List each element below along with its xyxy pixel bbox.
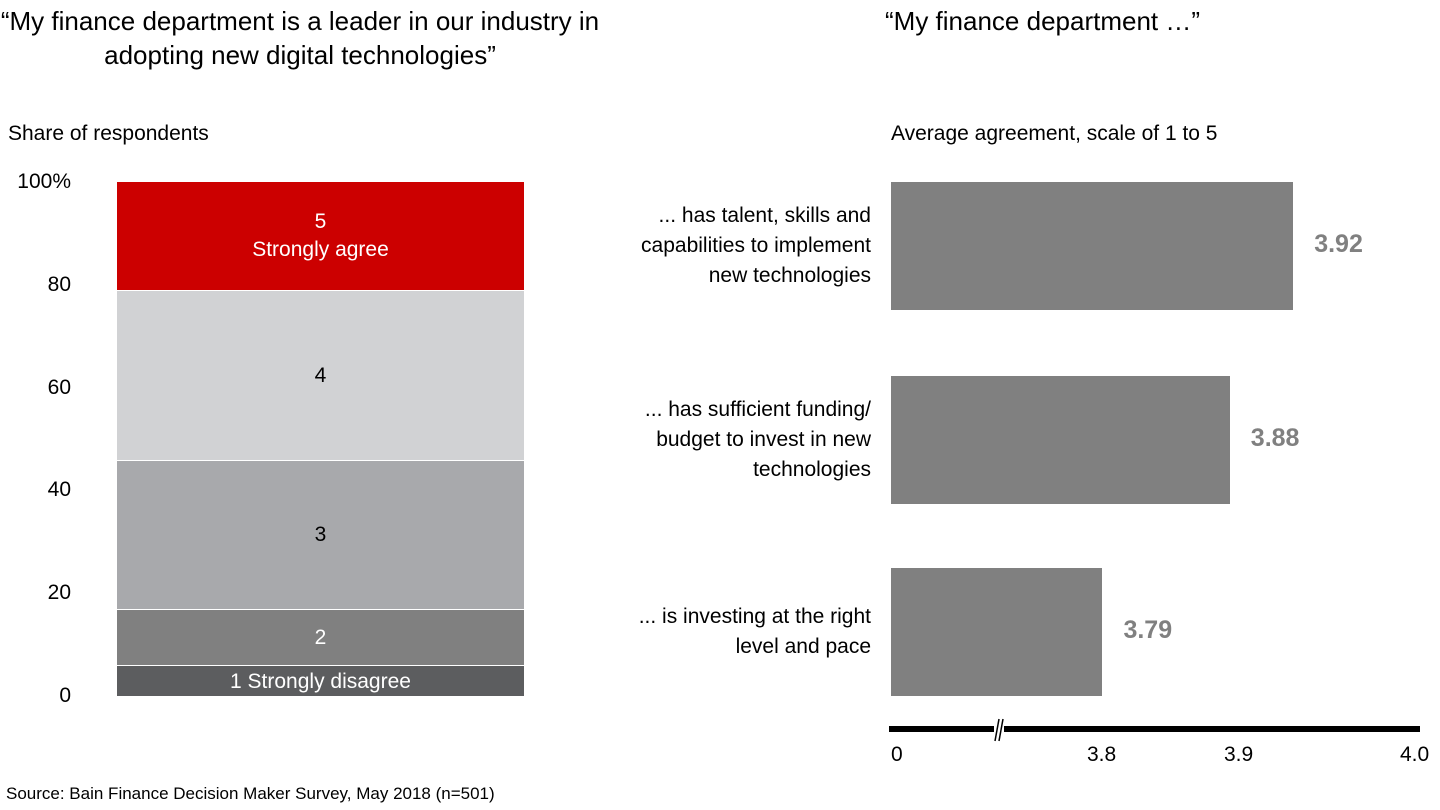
category-label: ... has talent, skills and capabilities t… [571,201,871,291]
segment-label: 4 [117,362,524,390]
axis-break-gap [994,719,1004,741]
y-tick-label: 80 [47,272,71,296]
category-label: ... has sufficient funding/budget to inv… [571,395,871,485]
right-chart-title: “My finance department …” [885,6,1201,36]
segment-label-line: 4 [314,363,327,387]
segment-label: 2 [117,624,524,652]
bar [891,376,1230,504]
category-label-line: ... has sufficient funding/ [644,398,871,421]
segment-label-line: Strongly agree [252,237,389,261]
segment-label: 5 Strongly agree [117,208,524,264]
category-label-line: ... has talent, skills and [658,204,871,227]
stack-segment: 2 [117,608,524,666]
y-tick-label: 0 [59,684,71,707]
x-axis [889,718,1420,742]
y-tick-label: 20 [47,581,71,605]
bar [891,182,1294,310]
axis-break-icon [994,718,1000,742]
value-label: 3.88 [1250,424,1300,452]
x-tick-label: 4.0 [1400,743,1430,766]
y-tick-label: 60 [47,375,71,399]
segment-label-line: 5 [314,209,327,233]
segment-label-line: 1 Strongly disagree [230,669,411,693]
category-label-line: budget to invest in new [656,428,871,451]
left-chart-ylabel: Share of respondents [8,122,209,145]
category-label-line: ... is investing at the right [638,605,871,628]
stack-segment: 1 Strongly disagree [117,665,524,696]
stack-segment: 4 [117,289,524,460]
segment-label-line: 2 [314,625,327,649]
category-label: ... is investing at the right level and p… [571,602,871,662]
segment-label: 3 [117,521,524,549]
source-note: Source: Bain Finance Decision Maker Surv… [6,784,495,803]
x-tick-label: 0 [891,743,903,766]
stack-segment: 5 Strongly agree [117,182,524,290]
bar [891,568,1103,696]
segment-label-line: 3 [314,523,327,547]
segment-label: 1 Strongly disagree [117,668,524,696]
stacked-bar: 1 Strongly disagree 2 3 4 5 Strongly agree [117,182,524,696]
axis-break-icon [998,718,1004,742]
x-tick-label: 3.8 [1087,743,1117,766]
category-label-line: new technologies [708,264,871,287]
x-tick-label: 3.9 [1224,743,1254,766]
stack-segment: 3 [117,459,524,609]
value-label: 3.92 [1314,230,1363,258]
right-chart-xlabel: Average agreement, scale of 1 to 5 [891,122,1218,145]
value-label: 3.79 [1123,616,1173,644]
y-tick-label: 40 [47,478,71,502]
category-label-line: capabilities to implement [641,234,871,257]
category-label-line: technologies [753,458,871,481]
y-tick-label: 100% [17,170,71,193]
category-label-line: level and pace [735,635,871,658]
left-chart-title: “My finance department is a leader in ou… [0,6,600,70]
